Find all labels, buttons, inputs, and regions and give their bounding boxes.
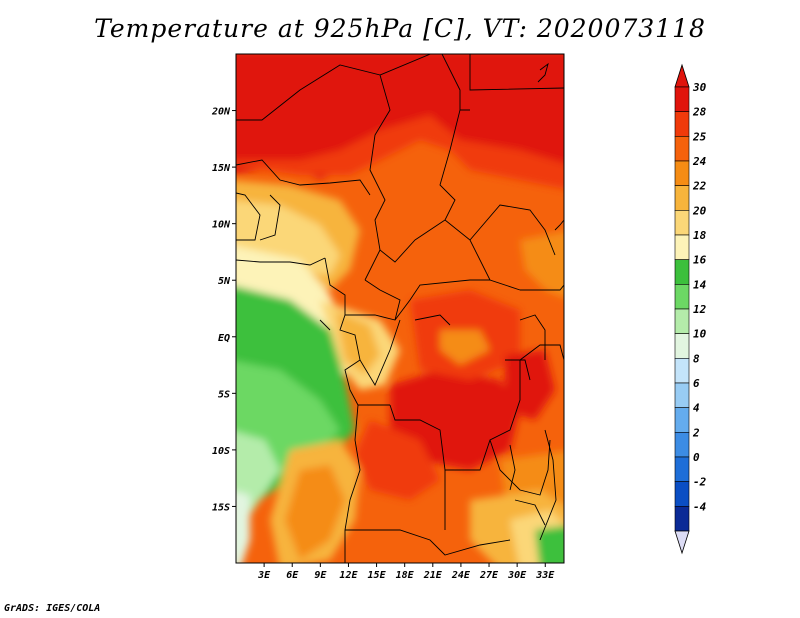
colorbar-swatch [674,382,690,408]
grads-credit: GrADS: IGES/COLA [4,603,101,614]
country-borders [236,54,564,563]
lon-tick-label: 24E [451,570,471,581]
lon-tick-label: 33E [535,570,555,581]
lat-tick-label: 5S [218,389,230,400]
lon-tick-label: 15E [368,570,387,581]
lat-tick-label: 20N [211,107,231,118]
colorbar-label: 0 [693,451,700,464]
lon-tick-label: 6E [286,570,299,581]
colorbar-label: -2 [693,476,707,489]
colorbar-label: 16 [693,254,707,267]
colorbar-label: 30 [692,81,707,94]
lat-tick-label: 10N [212,220,231,231]
colorbar-label: 6 [693,377,700,390]
colorbar-swatch [674,259,690,285]
colorbar-label: 25 [692,130,707,143]
colorbar-swatch [674,456,690,482]
colorbar-swatch [674,506,690,532]
colorbar-swatch [674,432,690,458]
map-frame [235,53,565,564]
lat-tick-label: 10S [212,446,230,457]
colorbar-swatch [674,136,690,162]
lat-tick-label: 15S [212,502,230,513]
colorbar-swatch [674,234,690,260]
colorbar-label: 10 [693,328,707,341]
map-title: Temperature at 925hPa [C], VT: 202007311… [94,14,706,43]
colorbar-label: 18 [693,229,707,242]
colorbar-label: 22 [692,180,707,193]
colorbar-swatch [674,481,690,507]
colorbar-swatch [674,358,690,384]
lat-tick-label: 15N [212,163,231,174]
colorbar-swatch [674,284,690,310]
lon-tick-label: 9E [314,570,327,581]
colorbar-swatch [674,308,690,334]
latitude-axis: 20N 15N 10N 5N EQ 5S 10S 15S [211,107,236,513]
colorbar-label: 12 [693,303,707,316]
longitude-axis: 3E 6E 9E 12E 15E 18E 21E 24E 27E 30E 33E [257,563,555,581]
colorbar-top-arrow [674,63,690,88]
colorbar-swatch [674,407,690,433]
colorbar-label: 8 [693,352,700,365]
colorbar-swatch [674,210,690,236]
colorbar-swatch [674,160,690,186]
colorbar-label: 28 [692,106,707,119]
colorbar-label: 4 [693,402,700,415]
colorbar-swatch [674,111,690,137]
colorbar-label: 2 [692,426,700,439]
colorbar-label: 14 [693,278,707,291]
lon-tick-label: 18E [396,570,415,581]
colorbar-bottom-arrow [674,530,690,555]
colorbar-label: -4 [693,500,707,513]
colorbar-swatch [674,333,690,359]
colorbar-label: 24 [692,155,707,168]
lon-tick-label: 21E [423,570,443,581]
temperature-field [236,54,564,563]
lat-tick-label: 5N [218,276,231,287]
lon-tick-label: 27E [479,570,499,581]
lon-tick-label: 12E [339,570,358,581]
lon-tick-label: 3E [257,570,271,581]
colorbar-swatch [674,86,690,112]
colorbar-label: 20 [692,204,707,217]
lon-tick-label: 30E [507,570,527,581]
colorbar-swatch [674,185,690,211]
lat-tick-label: EQ [218,333,230,344]
